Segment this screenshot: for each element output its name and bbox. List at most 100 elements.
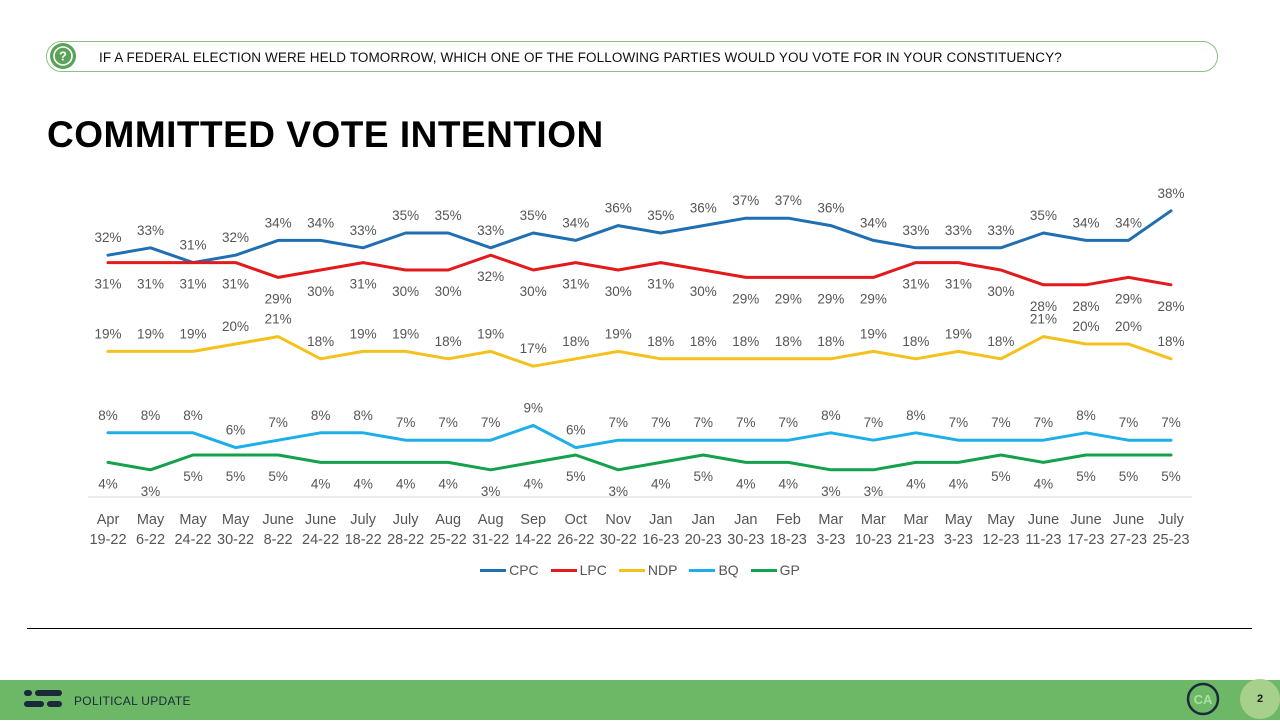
x-tick-label: June 8-22 (262, 512, 293, 548)
data-label-bq: 7% (268, 415, 288, 430)
data-label-gp: 5% (991, 469, 1011, 484)
data-label-cpc: 34% (307, 215, 334, 230)
data-label-lpc: 31% (562, 277, 589, 292)
data-label-ndp: 18% (647, 334, 674, 349)
data-label-bq: 7% (991, 415, 1011, 430)
data-label-gp: 5% (1161, 469, 1181, 484)
data-label-lpc: 30% (307, 284, 334, 299)
data-label-lpc: 30% (392, 284, 419, 299)
x-tick-label: May 12-23 (982, 512, 1019, 548)
data-label-ndp: 18% (902, 334, 929, 349)
legend-item-bq: BQ (689, 562, 739, 578)
data-label-cpc: 36% (817, 201, 844, 216)
data-label-lpc: 31% (222, 277, 249, 292)
ca-badge-text: CA (1194, 692, 1213, 707)
data-label-gp: 3% (141, 484, 161, 499)
data-label-cpc: 35% (435, 208, 462, 223)
data-label-bq: 7% (438, 415, 458, 430)
legend-swatch (618, 568, 645, 572)
data-label-gp: 5% (1076, 469, 1096, 484)
question-icon: ? (50, 43, 76, 69)
data-label-lpc: 29% (732, 291, 759, 306)
data-label-bq: 9% (523, 400, 543, 415)
data-label-ndp: 20% (1115, 319, 1142, 334)
data-label-ndp: 19% (477, 326, 504, 341)
data-label-cpc: 34% (265, 215, 292, 230)
legend-swatch (550, 568, 577, 572)
data-label-lpc: 29% (860, 291, 887, 306)
divider (27, 628, 1252, 629)
data-label-bq: 7% (694, 415, 714, 430)
x-tick-label: July 18-22 (345, 512, 382, 548)
x-tick-label: Feb 18-23 (770, 512, 807, 548)
data-label-ndp: 19% (392, 326, 419, 341)
x-tick-label: June 17-23 (1067, 512, 1104, 548)
data-label-gp: 4% (523, 476, 543, 491)
data-label-cpc: 35% (520, 208, 547, 223)
data-label-lpc: 31% (180, 277, 207, 292)
data-label-bq: 7% (864, 415, 884, 430)
x-tick-label: Jan 20-23 (685, 512, 722, 548)
question-banner: ? IF A FEDERAL ELECTION WERE HELD TOMORR… (46, 41, 1218, 72)
legend-swatch (480, 568, 507, 572)
x-tick-label: Jan 30-23 (727, 512, 764, 548)
data-label-gp: 4% (396, 476, 416, 491)
ca-badge-icon: CA (1186, 682, 1220, 716)
data-label-cpc: 38% (1157, 186, 1184, 201)
legend-label: GP (779, 562, 800, 578)
svg-text:?: ? (59, 49, 67, 64)
data-label-gp: 5% (268, 469, 288, 484)
data-label-gp: 4% (311, 476, 331, 491)
data-label-bq: 7% (1034, 415, 1054, 430)
data-label-gp: 5% (183, 469, 203, 484)
series-line-gp (106, 453, 1173, 472)
data-label-cpc: 32% (94, 230, 121, 245)
legend-label: LPC (579, 562, 607, 578)
data-label-gp: 4% (1034, 476, 1054, 491)
data-label-gp: 5% (566, 469, 586, 484)
data-label-gp: 4% (438, 476, 458, 491)
data-label-cpc: 36% (605, 201, 632, 216)
data-label-ndp: 19% (945, 326, 972, 341)
legend-label: NDP (647, 562, 678, 578)
footer-label: POLITICAL UPDATE (74, 694, 191, 708)
data-label-gp: 5% (226, 469, 246, 484)
data-label-ndp: 19% (137, 326, 164, 341)
chart-legend: CPC LPC NDP BQ GP (0, 562, 1280, 578)
data-label-gp: 4% (779, 476, 799, 491)
data-label-bq: 7% (481, 415, 501, 430)
data-label-cpc: 33% (945, 223, 972, 238)
x-tick-label: Aug 31-22 (472, 512, 509, 548)
data-label-lpc: 29% (817, 291, 844, 306)
data-label-cpc: 34% (562, 215, 589, 230)
data-label-gp: 5% (694, 469, 714, 484)
data-label-ndp: 18% (987, 334, 1014, 349)
series-line-ndp (106, 335, 1173, 368)
series-line-cpc (106, 209, 1173, 265)
data-label-bq: 7% (779, 415, 799, 430)
data-label-bq: 8% (183, 408, 203, 423)
legend-item-cpc: CPC (480, 562, 539, 578)
legend-item-gp: GP (750, 562, 800, 578)
data-label-ndp: 18% (307, 334, 334, 349)
data-label-ndp: 18% (1157, 334, 1184, 349)
data-label-cpc: 32% (222, 230, 249, 245)
data-label-lpc: 31% (902, 277, 929, 292)
data-label-cpc: 31% (180, 238, 207, 253)
x-tick-label: June 27-23 (1110, 512, 1147, 548)
data-label-lpc: 31% (945, 277, 972, 292)
legend-item-lpc: LPC (550, 562, 607, 578)
data-label-lpc: 30% (690, 284, 717, 299)
data-label-gp: 4% (651, 476, 671, 491)
question-text: IF A FEDERAL ELECTION WERE HELD TOMORROW… (99, 50, 1062, 65)
data-label-bq: 7% (1161, 415, 1181, 430)
data-label-cpc: 35% (647, 208, 674, 223)
lines-logo-icon (24, 688, 64, 717)
legend-swatch (750, 568, 777, 572)
data-label-ndp: 19% (860, 326, 887, 341)
data-label-ndp: 17% (520, 341, 547, 356)
data-label-bq: 8% (821, 408, 841, 423)
data-label-gp: 3% (864, 484, 884, 499)
x-tick-label: Aug 25-22 (430, 512, 467, 548)
data-label-lpc: 31% (94, 277, 121, 292)
